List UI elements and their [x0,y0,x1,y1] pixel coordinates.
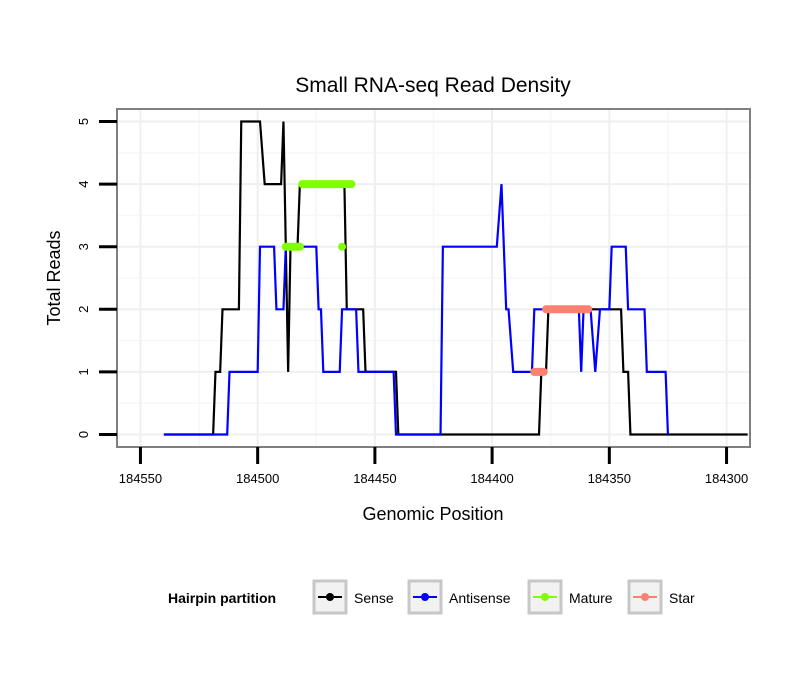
legend: Hairpin partition Sense Antisense Mature St… [168,579,695,615]
legend-title: Hairpin partition [168,590,276,606]
legend-label-star: Star [669,590,695,606]
chart-title: Small RNA-seq Read Density [295,74,571,97]
y-tick-label: 2 [76,306,91,313]
y-axis-title: Total Reads [44,230,64,325]
legend-label-mature: Mature [569,590,613,606]
legend-key-marker-sense [326,593,334,601]
x-tick-label: 184450 [353,471,396,486]
y-axis: 0 1 2 3 4 5 [76,118,117,438]
legend-label-antisense: Antisense [449,590,511,606]
x-axis: 184550 184500 184450 184400 184350 184300 [119,447,748,486]
y-tick-label: 5 [76,118,91,125]
grid [118,110,749,446]
y-tick-label: 1 [76,368,91,375]
x-axis-title: Genomic Position [362,504,503,524]
x-tick-label: 184300 [705,471,748,486]
x-tick-label: 184350 [588,471,631,486]
x-tick-label: 184500 [236,471,279,486]
legend-item-star: Star [627,579,695,615]
x-tick-label: 184550 [119,471,162,486]
series-mature-point [338,242,347,251]
legend-key-marker-star [641,593,649,601]
legend-item-mature: Mature [527,579,613,615]
x-tick-label: 184400 [470,471,513,486]
y-tick-label: 0 [76,431,91,438]
legend-key-marker-mature [541,593,549,601]
legend-item-antisense: Antisense [407,579,511,615]
y-tick-label: 4 [76,180,91,187]
series-layer [163,120,748,436]
legend-label-sense: Sense [354,590,394,606]
legend-item-sense: Sense [312,579,394,615]
series-antisense-line [163,184,670,436]
y-tick-label: 3 [76,243,91,250]
legend-key-marker-antisense [421,593,429,601]
